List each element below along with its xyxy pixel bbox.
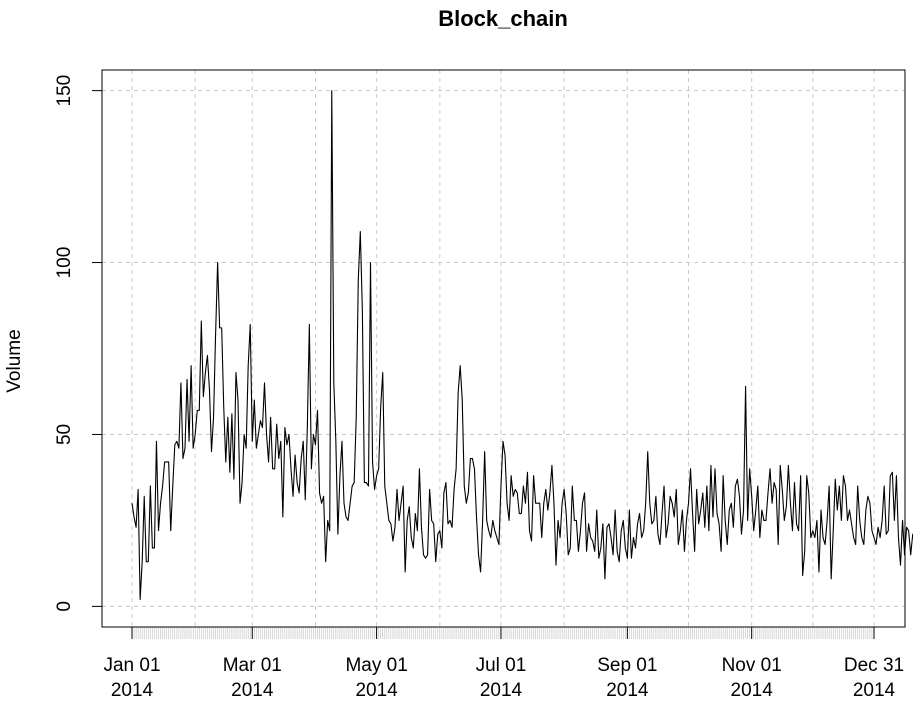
x-axis: Jan 01 2014 Mar 01 2014 May 01 2014 Jul 01 2014…	[103, 627, 904, 701]
x-tick-label-4: Sep 01 2014	[597, 655, 657, 701]
x-tick-label-2: May 01 2014	[345, 655, 407, 701]
y-tick-label-2: 100	[54, 247, 75, 279]
chart-title: Block_chain	[438, 6, 568, 31]
x-tick-label-3: Jul 01 2014	[476, 655, 527, 701]
x-tick-label-5: Nov 01 2014	[722, 655, 782, 701]
x-tick-label-1: Mar 01 2014	[223, 655, 282, 701]
y-tick-label-3: 150	[54, 75, 75, 107]
x-minor-ticks	[131, 627, 875, 639]
series-line-0	[131, 90, 913, 601]
y-tick-label-0: 0	[54, 601, 75, 612]
x-tick-label-6: Dec 31 2014	[844, 655, 904, 701]
y-axis-label: Volume	[4, 329, 25, 392]
y-axis: 0 50 100 150	[54, 75, 103, 612]
x-tick-label-0: Jan 01 2014	[103, 655, 160, 701]
y-tick-label-1: 50	[54, 424, 75, 445]
series-layer	[131, 90, 913, 601]
